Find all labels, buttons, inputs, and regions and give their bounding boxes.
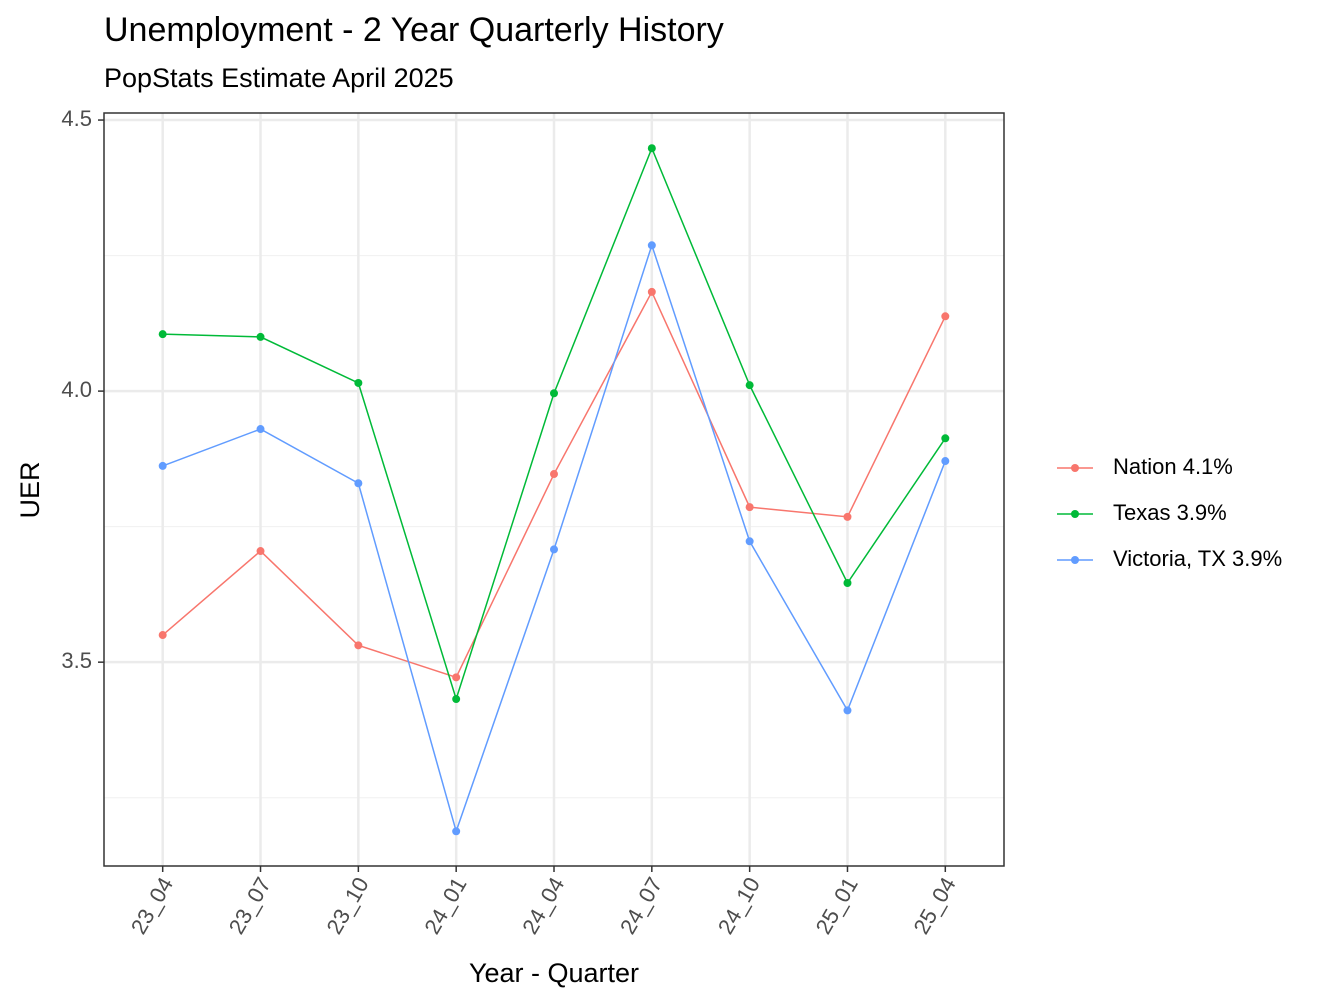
chart-title: Unemployment - 2 Year Quarterly History xyxy=(104,11,724,49)
data-point xyxy=(843,706,852,715)
legend-marker xyxy=(1071,556,1079,564)
data-point xyxy=(452,695,461,704)
data-point xyxy=(256,547,265,556)
data-point xyxy=(354,378,363,387)
legend-label: Victoria, TX 3.9% xyxy=(1113,546,1282,571)
data-point xyxy=(745,381,754,390)
data-point xyxy=(452,827,461,836)
data-point xyxy=(158,631,167,640)
data-point xyxy=(256,332,265,341)
data-point xyxy=(941,312,950,321)
data-point xyxy=(941,457,950,466)
data-point xyxy=(158,461,167,470)
data-point xyxy=(550,470,558,479)
data-point xyxy=(647,144,656,153)
data-point xyxy=(550,545,558,554)
y-tick-label: 4.0 xyxy=(61,377,92,402)
data-point xyxy=(256,425,265,434)
legend-label: Texas 3.9% xyxy=(1113,500,1227,525)
y-tick-label: 3.5 xyxy=(61,648,92,673)
data-point xyxy=(647,287,656,296)
legend-marker xyxy=(1071,510,1079,518)
data-point xyxy=(647,241,656,250)
data-point xyxy=(843,579,852,588)
y-tick-label: 4.5 xyxy=(61,106,92,131)
data-point xyxy=(354,479,363,488)
x-axis-title: Year - Quarter xyxy=(469,958,639,988)
legend-marker xyxy=(1071,464,1079,472)
data-point xyxy=(745,537,754,546)
data-point xyxy=(550,389,558,398)
data-point xyxy=(354,641,363,650)
data-point xyxy=(745,503,754,512)
data-point xyxy=(452,673,461,682)
y-axis-title: UER xyxy=(15,461,45,518)
chart-subtitle: PopStats Estimate April 2025 xyxy=(104,63,454,93)
data-point xyxy=(941,434,950,443)
legend-label: Nation 4.1% xyxy=(1113,454,1233,479)
data-point xyxy=(843,512,852,521)
data-point xyxy=(158,330,167,339)
panel-border xyxy=(103,112,1005,867)
